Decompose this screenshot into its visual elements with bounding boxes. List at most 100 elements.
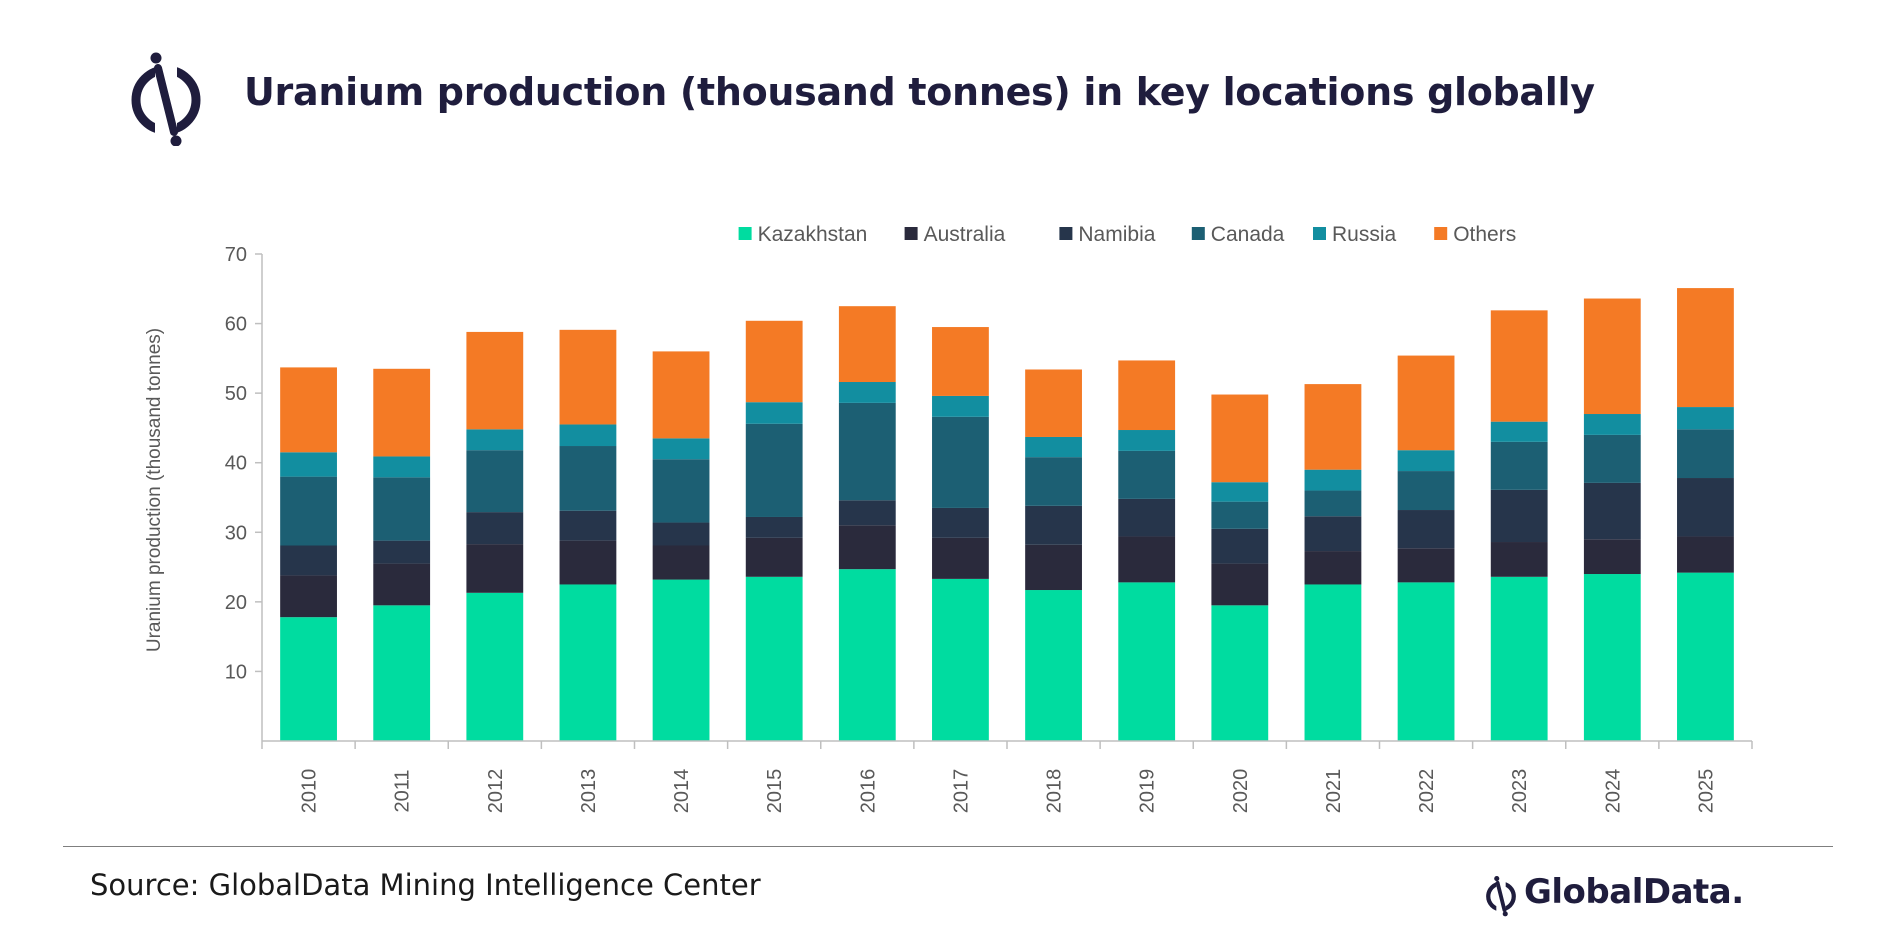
bar-segment-canada bbox=[1677, 429, 1734, 479]
bar-segment-kazakhstan bbox=[559, 584, 617, 741]
y-tick-label: 60 bbox=[225, 314, 247, 336]
y-axis: 10 20 30 40 50 60 70 bbox=[225, 244, 263, 741]
bar-segment-others bbox=[1397, 355, 1455, 451]
footer-divider bbox=[63, 846, 1833, 847]
bar-segment-australia bbox=[652, 545, 710, 580]
bar-segment-russia bbox=[838, 382, 896, 403]
bar-segment-namibia bbox=[1677, 478, 1734, 537]
bar-segment-others bbox=[1677, 288, 1734, 408]
bar-segment-russia bbox=[1583, 414, 1641, 435]
bar-segment-namibia bbox=[932, 507, 989, 538]
bar-segment-australia bbox=[1304, 551, 1362, 585]
source-note: Source: GlobalData Mining Intelligence C… bbox=[90, 868, 761, 902]
y-tick-label: 40 bbox=[225, 453, 247, 475]
bar-segment-australia bbox=[1118, 536, 1176, 583]
bar-segment-kazakhstan bbox=[1490, 576, 1548, 741]
x-tick-label: 2025 bbox=[1695, 769, 1717, 814]
bar-segment-namibia bbox=[745, 516, 803, 538]
x-tick-label: 2021 bbox=[1323, 769, 1345, 814]
bar-segment-namibia bbox=[1304, 516, 1362, 552]
bar-segment-australia bbox=[1211, 563, 1269, 606]
bar-segment-australia bbox=[1490, 542, 1548, 577]
bar-segment-others bbox=[1490, 310, 1548, 422]
bar-segment-australia bbox=[280, 575, 337, 618]
bar-segment-others bbox=[745, 320, 803, 403]
bar-segment-kazakhstan bbox=[280, 617, 337, 741]
legend-swatch bbox=[1191, 227, 1205, 240]
x-tick-label: 2010 bbox=[299, 769, 321, 814]
bar-segment-australia bbox=[1677, 536, 1734, 573]
bar-segment-canada bbox=[466, 450, 524, 513]
bar-segment-russia bbox=[652, 438, 710, 460]
bar-segment-russia bbox=[1025, 436, 1082, 458]
y-axis-label: Uranium production (thousand tonnes) bbox=[144, 328, 165, 652]
bar-segment-australia bbox=[1397, 548, 1455, 583]
x-tick-label: 2017 bbox=[950, 769, 972, 814]
bar-segment-russia bbox=[1118, 430, 1176, 451]
bar-segment-canada bbox=[1118, 450, 1176, 499]
bar-segment-russia bbox=[1397, 450, 1455, 472]
globaldata-logo-icon bbox=[131, 52, 201, 146]
legend-label: Others bbox=[1453, 223, 1516, 246]
bar-segment-others bbox=[1118, 360, 1176, 431]
bar-segment-russia bbox=[1304, 469, 1362, 491]
bar-segment-australia bbox=[373, 563, 431, 606]
legend-label: Canada bbox=[1211, 223, 1285, 246]
bar-segment-namibia bbox=[373, 540, 431, 564]
bar-segment-kazakhstan bbox=[1025, 590, 1082, 741]
x-tick-label: 2024 bbox=[1602, 769, 1624, 814]
bar-segment-others bbox=[932, 327, 989, 396]
bar-segment-others bbox=[838, 306, 896, 383]
page-title: Uranium production (thousand tonnes) in … bbox=[244, 70, 1595, 114]
legend-swatch bbox=[904, 227, 918, 240]
bar-segment-australia bbox=[932, 537, 989, 579]
bar-segment-namibia bbox=[1397, 510, 1455, 549]
bar-segment-namibia bbox=[1025, 505, 1082, 545]
y-tick-label: 30 bbox=[225, 522, 247, 544]
bar-segment-kazakhstan bbox=[1677, 572, 1734, 741]
bar-segment-russia bbox=[1490, 421, 1548, 442]
bar-segment-canada bbox=[373, 477, 431, 541]
x-tick-label: 2023 bbox=[1509, 769, 1531, 814]
bar-segment-namibia bbox=[559, 510, 617, 541]
legend-label: Namibia bbox=[1078, 223, 1155, 246]
bar-segment-others bbox=[1583, 298, 1641, 415]
bar-segment-russia bbox=[466, 429, 524, 451]
bar-segment-russia bbox=[745, 402, 803, 424]
legend: Kazakhstan Australia Namibia Canada Russia Ot… bbox=[738, 223, 1516, 246]
legend-label: Australia bbox=[924, 223, 1006, 246]
bar-segment-russia bbox=[280, 452, 337, 477]
bar-segment-kazakhstan bbox=[373, 605, 431, 741]
bar-segment-namibia bbox=[1118, 498, 1176, 537]
bar-segment-kazakhstan bbox=[1118, 582, 1176, 741]
bar-segment-kazakhstan bbox=[838, 569, 896, 741]
bar-segment-canada bbox=[1397, 471, 1455, 511]
x-tick-label: 2022 bbox=[1416, 769, 1438, 814]
x-tick-label: 2015 bbox=[764, 769, 786, 814]
stacked-bar-chart: Kazakhstan Australia Namibia Canada Russia Ot… bbox=[144, 223, 1753, 814]
bar-segment-namibia bbox=[466, 512, 524, 545]
bar-segment-australia bbox=[1583, 539, 1641, 575]
bar-segment-canada bbox=[280, 476, 337, 546]
bar-segment-kazakhstan bbox=[1211, 605, 1269, 741]
x-tick-label: 2013 bbox=[578, 769, 600, 814]
bar-segment-others bbox=[280, 367, 337, 453]
bar-segment-others bbox=[652, 351, 710, 439]
bar-segment-australia bbox=[559, 540, 617, 585]
x-tick-label: 2018 bbox=[1044, 769, 1066, 814]
x-tick-label: 2014 bbox=[671, 769, 693, 814]
x-tick-label: 2016 bbox=[857, 769, 879, 814]
legend-swatch bbox=[1434, 227, 1448, 240]
legend-label: Kazakhstan bbox=[758, 223, 868, 246]
bar-segment-russia bbox=[1677, 407, 1734, 430]
bar-segment-kazakhstan bbox=[1304, 584, 1362, 741]
x-tick-label: 2012 bbox=[485, 769, 507, 814]
x-tick-label: 2019 bbox=[1137, 769, 1159, 814]
bar-segment-kazakhstan bbox=[1397, 582, 1455, 741]
bar-segment-canada bbox=[745, 423, 803, 517]
y-tick-label: 10 bbox=[225, 661, 247, 683]
bar-segment-namibia bbox=[652, 522, 710, 546]
bar-segment-namibia bbox=[280, 545, 337, 576]
bar-segment-namibia bbox=[1490, 489, 1548, 543]
bar-segment-kazakhstan bbox=[1583, 574, 1641, 741]
